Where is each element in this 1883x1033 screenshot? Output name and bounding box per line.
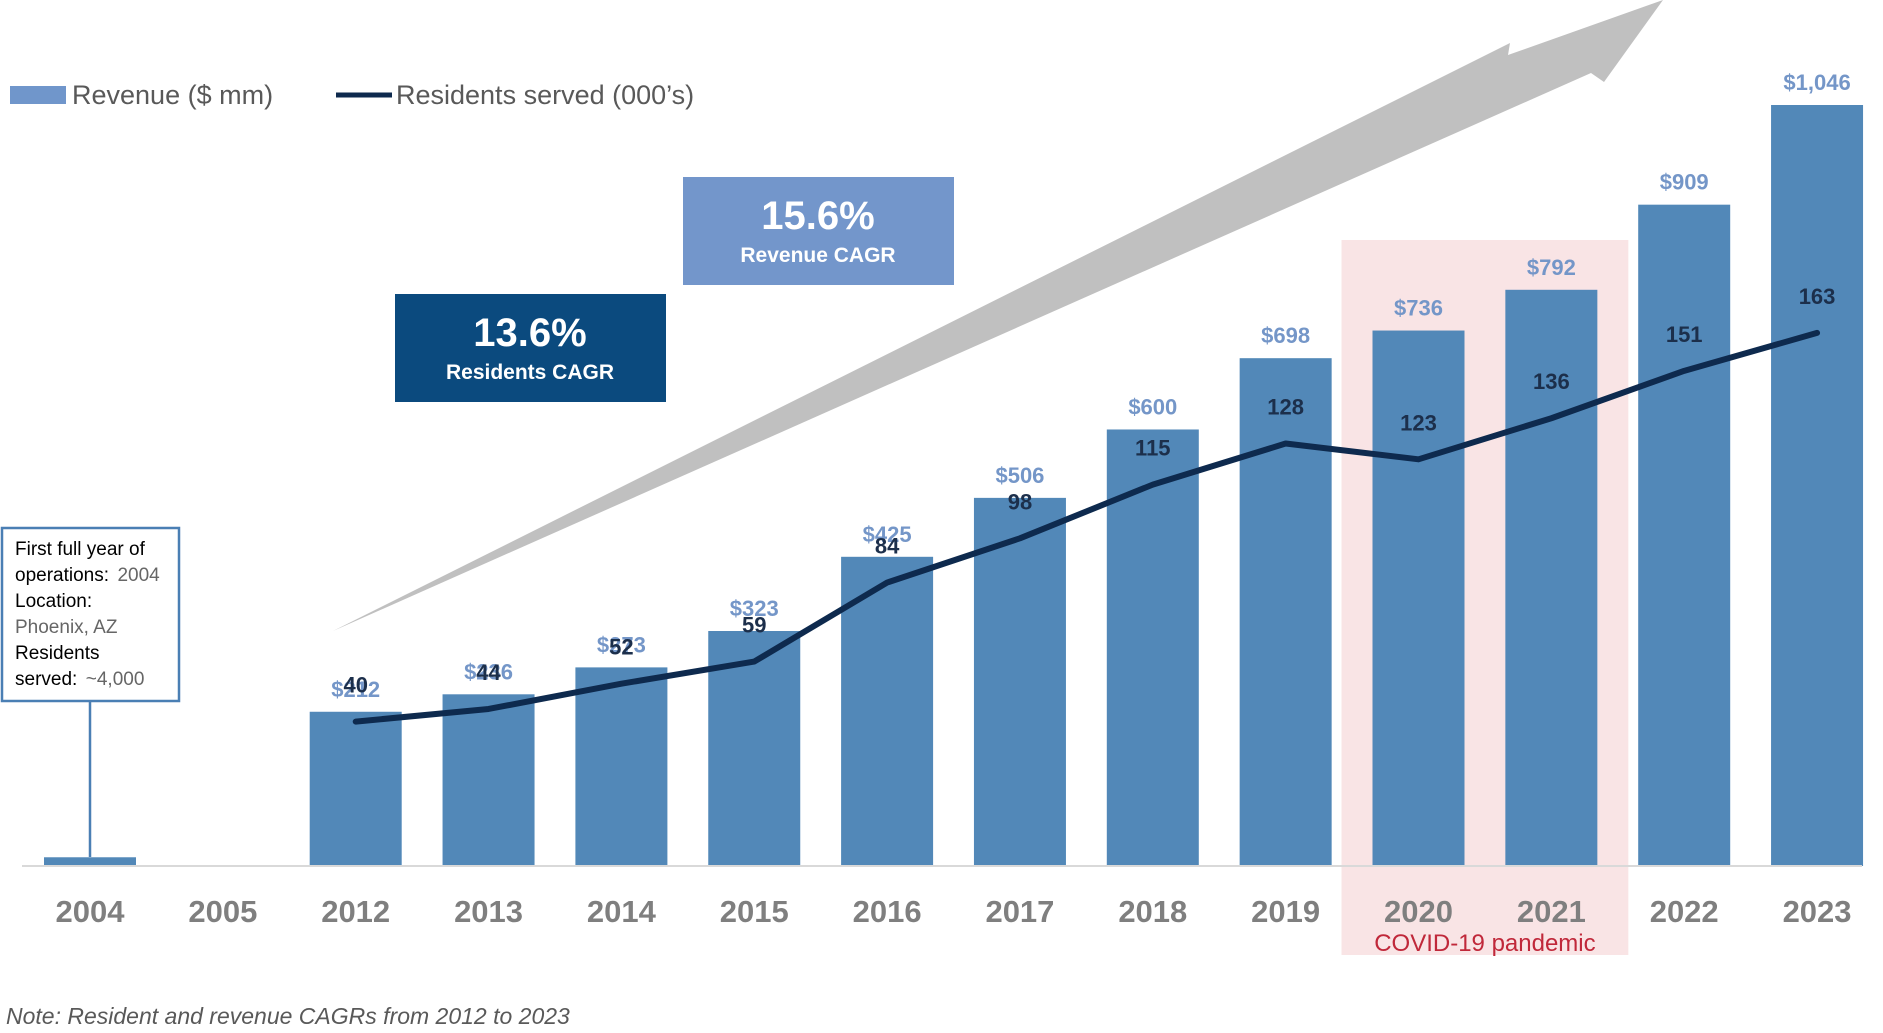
info-line-2: operations: 2004 xyxy=(15,565,160,586)
residents-label-2022: 151 xyxy=(1666,322,1703,347)
year-label-2023: 2023 xyxy=(1783,894,1852,929)
revenue-label-2021: $792 xyxy=(1527,255,1576,280)
revenue-bar-2016 xyxy=(841,556,934,866)
revenue-bar-2017 xyxy=(973,497,1066,866)
growth-arrow-icon xyxy=(333,0,1663,631)
revenue-bar-2004 xyxy=(44,857,136,866)
revenue-bar-2023 xyxy=(1771,105,1864,866)
residents-label-2016: 84 xyxy=(875,534,900,559)
revenue-label-2023: $1,046 xyxy=(1783,70,1850,95)
legend-residents-label: Residents served (000’s) xyxy=(396,80,694,110)
revenue-bar-2012 xyxy=(309,711,402,866)
revenue-cagr-value: 15.6% xyxy=(761,194,874,238)
year-label-2020: 2020 xyxy=(1384,894,1453,929)
footnote: Note: Resident and revenue CAGRs from 20… xyxy=(6,1003,570,1029)
residents-label-2021: 136 xyxy=(1533,369,1570,394)
residents-cagr-label: Residents CAGR xyxy=(446,361,614,384)
year-label-2017: 2017 xyxy=(985,894,1054,929)
revenue-bar-2021 xyxy=(1505,289,1598,867)
info-line-4: Phoenix, AZ xyxy=(15,617,118,638)
revenue-label-2013: $236 xyxy=(464,659,513,684)
revenue-bar-2018 xyxy=(1106,429,1199,866)
year-label-2012: 2012 xyxy=(321,894,390,929)
year-label-2015: 2015 xyxy=(720,894,789,929)
residents-line xyxy=(352,329,1821,725)
revenue-label-2019: $698 xyxy=(1261,323,1310,348)
info-line-1: First full year of xyxy=(15,539,146,560)
year-label-2021: 2021 xyxy=(1517,894,1586,929)
revenue-label-2012: $212 xyxy=(331,677,380,702)
info-line-6: served: ~4,000 xyxy=(15,669,144,690)
residents-label-2019: 128 xyxy=(1267,395,1304,420)
residents-label-2023: 163 xyxy=(1799,284,1836,309)
residents-label-2013: 44 xyxy=(476,660,501,685)
revenue-bar-2013 xyxy=(442,694,535,866)
revenue-bar-2020 xyxy=(1372,330,1465,866)
residents-label-2018: 115 xyxy=(1135,436,1171,461)
residents-cagr-box xyxy=(395,294,666,402)
revenue-cagr-box xyxy=(683,177,954,285)
revenue-label-2018: $600 xyxy=(1128,394,1177,419)
year-label-2013: 2013 xyxy=(454,894,523,929)
residents-cagr-value: 13.6% xyxy=(473,311,586,355)
info-line-5: Residents xyxy=(15,643,100,664)
legend-revenue-swatch xyxy=(10,86,66,104)
revenue-label-2022: $909 xyxy=(1660,170,1709,195)
info-line-3: Location: xyxy=(15,591,92,612)
residents-label-2014: 52 xyxy=(609,635,633,660)
year-label-2014: 2014 xyxy=(587,894,657,929)
revenue-label-2014: $273 xyxy=(597,632,646,657)
year-label-2019: 2019 xyxy=(1251,894,1320,929)
revenue-label-2017: $506 xyxy=(995,463,1044,488)
info-box xyxy=(0,526,181,703)
revenue-bar-2022 xyxy=(1638,204,1731,866)
legend-revenue-label: Revenue ($ mm) xyxy=(72,80,273,110)
revenue-bar-2014 xyxy=(575,667,668,866)
residents-label-2020: 123 xyxy=(1400,410,1437,435)
residents-label-2017: 98 xyxy=(1008,489,1032,514)
residents-label-2012: 40 xyxy=(343,673,367,698)
year-label-2022: 2022 xyxy=(1650,894,1719,929)
year-label-2005: 2005 xyxy=(188,894,257,929)
revenue-cagr-label: Revenue CAGR xyxy=(740,244,895,267)
year-label-2018: 2018 xyxy=(1118,894,1187,929)
year-label-2016: 2016 xyxy=(853,894,922,929)
revenue-bar-2019 xyxy=(1239,358,1332,866)
residents-label-2015: 59 xyxy=(742,613,766,638)
revenue-label-2015: $323 xyxy=(730,596,779,621)
covid-label: COVID-19 pandemic xyxy=(1374,930,1595,957)
revenue-bar-2015 xyxy=(708,631,801,866)
year-label-2004: 2004 xyxy=(56,894,126,929)
revenue-label-2016: $425 xyxy=(863,522,912,547)
revenue-label-2020: $736 xyxy=(1394,296,1443,321)
